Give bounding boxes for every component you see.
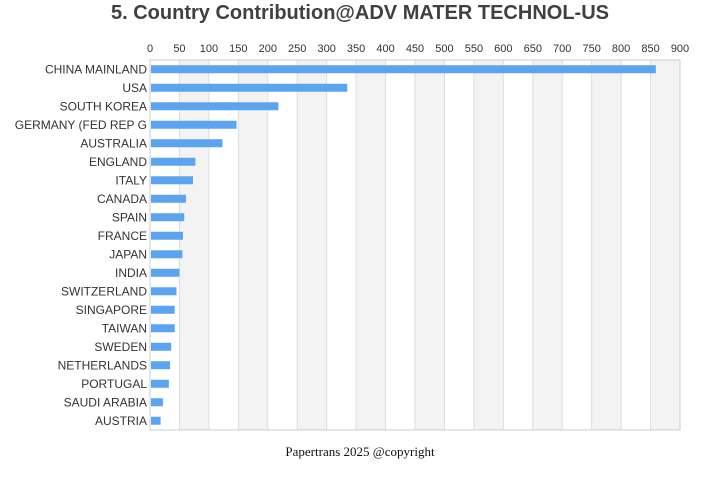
background-band — [532, 60, 563, 430]
bar — [151, 83, 348, 92]
category-label: SWEDEN — [94, 340, 147, 354]
bar — [151, 231, 183, 240]
bar — [151, 305, 175, 314]
category-label: AUSTRALIA — [80, 136, 147, 150]
background-band — [356, 60, 386, 430]
background-band — [238, 60, 268, 430]
category-labels: CHINA MAINLAND USA SOUTH KOREA GERMANY (FED… — [15, 62, 148, 428]
x-tick-label: 750 — [582, 43, 600, 55]
copyright-footer: Papertrans 2025 @copyright — [285, 444, 435, 459]
category-label: FRANCE — [98, 229, 147, 243]
background-band — [650, 60, 680, 430]
x-tick-label: 0 — [147, 43, 153, 55]
background-band — [415, 60, 445, 430]
x-tick-label: 550 — [465, 43, 483, 55]
chart-title: 5. Country Contribution@ADV MATER TECHNO… — [111, 2, 609, 24]
x-tick-label: 100 — [200, 43, 218, 55]
x-tick-label: 900 — [671, 43, 689, 55]
category-label: AUSTRIA — [95, 414, 147, 428]
category-label: JAPAN — [109, 247, 147, 261]
category-label: CHINA MAINLAND — [45, 62, 147, 76]
x-tick-label: 250 — [288, 43, 306, 55]
background-band — [297, 60, 327, 430]
background-band — [591, 60, 622, 430]
category-label: SOUTH KOREA — [60, 99, 147, 113]
category-label: ITALY — [115, 173, 147, 187]
bar — [151, 361, 171, 370]
background-band — [473, 60, 504, 430]
bar — [151, 287, 177, 296]
category-label: CANADA — [97, 192, 147, 206]
x-tick-label: 600 — [494, 43, 512, 55]
x-tick-label: 500 — [435, 43, 453, 55]
background-bands — [179, 60, 680, 430]
bar — [151, 398, 163, 407]
x-tick-label: 800 — [612, 43, 630, 55]
x-tick-label: 50 — [173, 43, 185, 55]
bar — [151, 268, 180, 277]
x-axis-ticks: 0 50 100 150 200 250 300 350 400 450 500 550 600 650 7… — [147, 43, 689, 55]
bars — [151, 65, 656, 425]
bar — [151, 213, 185, 222]
x-tick-label: 850 — [641, 43, 659, 55]
bar — [151, 157, 196, 166]
bar — [151, 102, 279, 111]
x-tick-label: 200 — [259, 43, 277, 55]
gridlines — [149, 60, 681, 430]
x-tick-label: 650 — [524, 43, 542, 55]
category-label: NETHERLANDS — [58, 358, 147, 372]
bar — [151, 176, 193, 185]
x-tick-label: 400 — [376, 43, 394, 55]
category-label: USA — [122, 81, 147, 95]
bar — [151, 342, 172, 351]
x-tick-label: 700 — [553, 43, 571, 55]
bar — [151, 139, 223, 148]
bar — [151, 120, 237, 129]
bar — [151, 416, 161, 425]
category-label: ENGLAND — [89, 155, 147, 169]
bar — [151, 379, 169, 388]
x-tick-label: 300 — [317, 43, 335, 55]
bar — [151, 324, 175, 333]
category-label: SINGAPORE — [76, 303, 147, 317]
category-label: INDIA — [115, 266, 147, 280]
plot-frame — [149, 59, 681, 431]
bar — [151, 65, 656, 74]
x-tick-label: 350 — [347, 43, 365, 55]
x-tick-label: 150 — [229, 43, 247, 55]
x-tick-label: 450 — [406, 43, 424, 55]
category-label: GERMANY (FED REP G — [15, 118, 147, 132]
category-label: SAUDI ARABIA — [64, 395, 147, 409]
category-label: TAIWAN — [102, 321, 147, 335]
category-label: SPAIN — [112, 210, 147, 224]
bar — [151, 250, 183, 259]
bar — [151, 194, 186, 203]
category-label: PORTUGAL — [81, 377, 147, 391]
background-band — [179, 60, 209, 430]
category-label: SWITZERLAND — [61, 284, 147, 298]
